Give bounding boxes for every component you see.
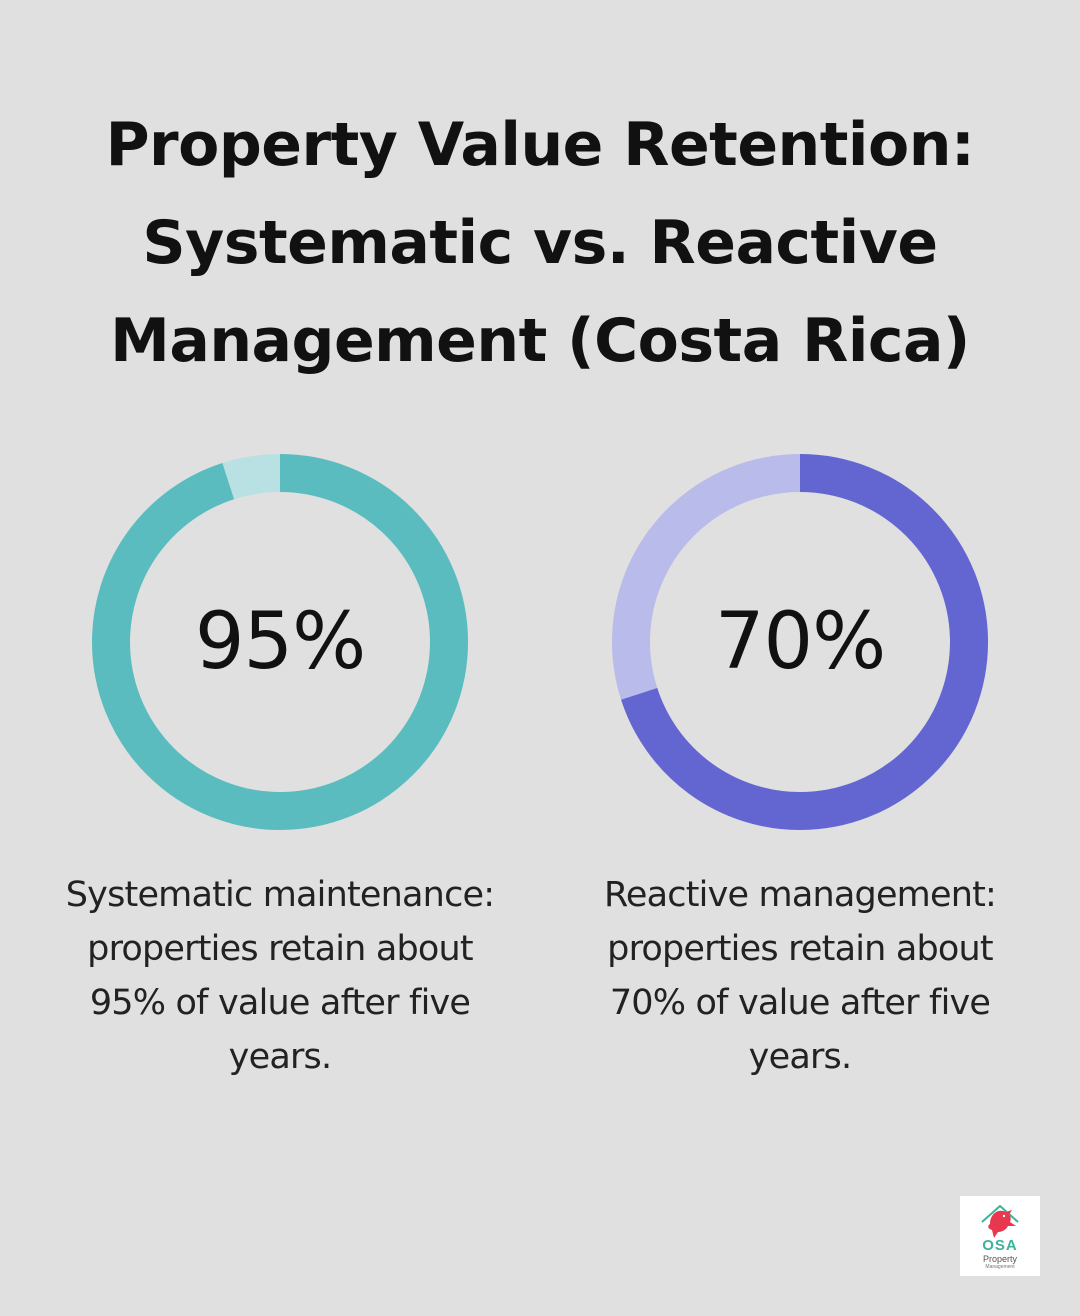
caption-line: years. — [748, 1037, 852, 1077]
caption-systematic: Systematic maintenance: properties retai… — [50, 868, 510, 1084]
logo-name: OSA — [982, 1237, 1018, 1254]
caption-line: years. — [228, 1037, 332, 1077]
chart-title: Property Value Retention: Systematic vs.… — [0, 96, 1080, 390]
caption-line: properties retain about — [87, 929, 473, 969]
caption-line: Systematic maintenance: — [65, 875, 495, 915]
donut-arcs — [612, 454, 988, 830]
caption-line: 70% of value after five — [609, 983, 991, 1023]
logo-subtitle-small: Management — [985, 1264, 1015, 1270]
title-line: Systematic vs. Reactive — [142, 208, 938, 278]
donut-chart-systematic: 95% — [90, 452, 470, 832]
donut-chart-reactive: 70% — [610, 452, 990, 832]
title-line: Management (Costa Rica) — [110, 306, 970, 376]
donut-value-label: 70% — [714, 597, 886, 687]
donut-svg — [612, 454, 988, 830]
company-logo: OSA Property Management — [960, 1196, 1040, 1276]
donut-arcs — [92, 454, 468, 830]
donut-svg — [92, 454, 468, 830]
donut-value-label: 95% — [194, 597, 366, 687]
parrot-house-icon — [981, 1204, 1019, 1238]
logo-subtitle: Property — [982, 1254, 1017, 1264]
caption-line: 95% of value after five — [89, 983, 471, 1023]
donut-value-arc — [612, 454, 988, 830]
caption-reactive: Reactive management: properties retain a… — [570, 868, 1030, 1084]
title-line: Property Value Retention: — [105, 110, 975, 180]
caption-line: properties retain about — [607, 929, 993, 969]
donut-value-arc — [92, 454, 468, 830]
caption-line: Reactive management: — [603, 875, 997, 915]
